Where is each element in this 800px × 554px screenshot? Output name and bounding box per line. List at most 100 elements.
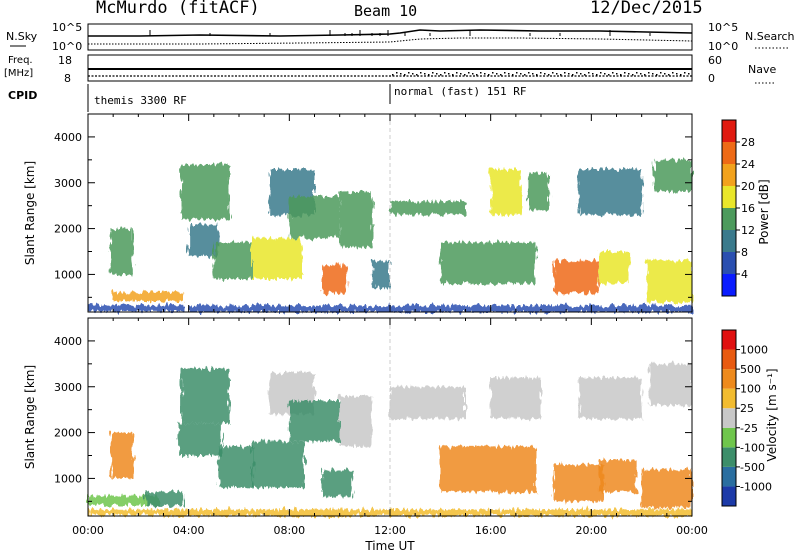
nave-dot [572,74,574,76]
x-tick-label: 16:00 [475,524,507,537]
nave-dot [680,74,682,76]
nave-dot [520,73,522,75]
nave-dot [508,73,510,75]
nave-dot [512,74,514,76]
freq-tick-bottom: 8 [64,72,71,85]
colorbar-swatch [722,330,736,350]
nave-dot [556,73,558,75]
patch-17 [598,251,630,284]
patch-16 [553,260,599,293]
power-y-axis: 1000 2000 3000 4000 [54,113,692,298]
patch-8 [289,196,340,238]
nave-dot [412,73,414,75]
velocity-y-axis: 1000 2000 3000 4000 [54,317,692,502]
nave-dot [668,74,670,76]
nave-dot [472,73,474,75]
freq-tick-top: 18 [58,54,72,67]
patch-11 [339,395,373,447]
colorbar-swatch [722,349,736,370]
nave-dot [640,73,642,75]
patch-9 [289,400,340,442]
x-tick-label: 04:00 [173,524,205,537]
patch-20 [163,509,692,516]
power-cbar-label: 8 [741,246,748,259]
patch-7 [251,441,305,488]
patch-13 [440,242,536,284]
nave-dot [616,73,618,75]
nave-dot [564,72,566,74]
y-tick-label: 2000 [54,223,82,236]
nave-dot [560,74,562,76]
y-tick-label: 4000 [54,131,82,144]
nsky-spikes [149,30,651,36]
nave-dot [448,73,450,75]
nave-dot [488,74,490,76]
nsky-trace [88,29,693,37]
colorbar-swatch [722,427,736,448]
velocity-cbar-label: -500 [740,461,765,474]
patch-5 [213,242,252,279]
power-cbar-label: 12 [741,224,755,237]
nave-dot [436,73,438,75]
patch-11 [372,260,390,289]
nave-dot [444,72,446,74]
nave-dot [584,74,586,76]
nsky-tick-top: 10^5 [52,21,82,34]
y-tick-label: 3000 [54,177,82,190]
colorbar-swatch [722,369,736,389]
nave-dot [676,73,678,75]
nave-dot [544,73,546,75]
velocity-cbar-label: 25 [740,402,754,415]
power-panel: 1000 2000 3000 4000 Slant Range [km] [23,113,693,313]
nsearch-trace [88,37,693,45]
power-cbar-label: 24 [741,158,755,171]
nave-dot [492,72,494,74]
nave-dot [664,73,666,75]
nave-dot [400,73,402,75]
nave-dot [652,73,654,75]
patch-4 [181,368,229,424]
power-data [88,159,692,312]
nave-dot [628,73,630,75]
nave-dot [636,72,638,74]
colorbar-swatch [722,466,736,487]
velocity-cbar-label: -25 [740,422,758,435]
nave-dot [600,72,602,74]
nave-dot [612,72,614,74]
nave-dot [644,74,646,76]
nave-dot [684,72,686,74]
date-title: 12/Dec/2015 [590,0,703,18]
nave-dots [392,72,690,76]
power-colorbar: 4 8 12 16 20 24 28 [721,119,755,297]
patch-1 [113,291,184,301]
nsearch-tick-top: 10^5 [708,21,738,34]
nave-dot [536,74,538,76]
nave-dot [528,72,530,74]
patch-15 [528,173,549,211]
y-tick-label: 2000 [54,427,82,440]
nsearch-tick-bottom: 10^0 [708,40,738,53]
patch-19 [649,363,692,406]
nave-dot [480,72,482,74]
nave-dot [516,72,518,74]
nave-dot [396,72,398,74]
patch-10 [339,191,373,247]
nave-dot [624,72,626,74]
velocity-panel: 1000 2000 3000 4000 00:00 04:00 08:00 12:00 16:… [23,317,708,553]
nave-dot [540,72,542,74]
patch-18 [578,169,642,215]
x-tick-label: 12:00 [374,524,406,537]
x-tick-label: 00:00 [676,524,708,537]
x-tick-label: 08:00 [273,524,305,537]
time-axis-label: Time UT [364,539,415,553]
nave-dot [604,73,606,75]
patch-21 [188,305,692,312]
patch-0 [88,509,164,516]
colorbar-frame [721,329,737,507]
nave-dot [420,72,422,74]
nave-dot [568,73,570,75]
cpid-segment-1: themis 3300 RF [94,94,187,107]
nave-dot [656,74,658,76]
patch-3 [145,492,184,506]
